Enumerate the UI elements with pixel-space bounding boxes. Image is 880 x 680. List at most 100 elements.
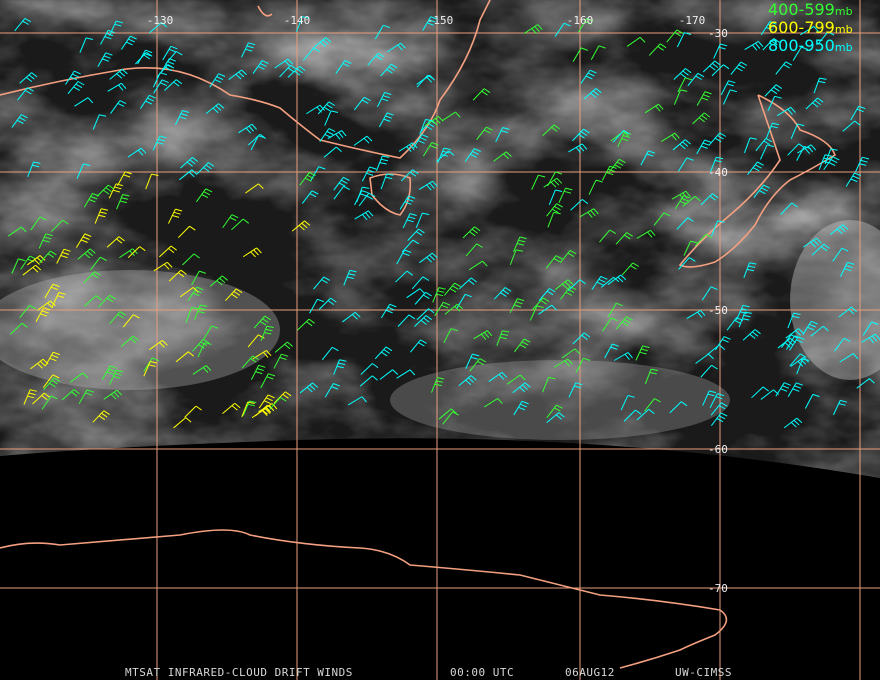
wind-barb bbox=[824, 148, 838, 165]
wind-barb bbox=[720, 80, 736, 96]
wind-barb bbox=[299, 172, 316, 186]
wind-barb bbox=[367, 52, 385, 66]
wind-barb bbox=[579, 208, 599, 218]
wind-barb bbox=[153, 261, 173, 272]
footer-date: 06AUG12 bbox=[565, 666, 615, 679]
wind-barb bbox=[483, 397, 503, 408]
wind-barb bbox=[375, 155, 390, 172]
wind-barb bbox=[241, 401, 255, 418]
wind-barb bbox=[671, 190, 691, 201]
wind-barb bbox=[554, 22, 571, 37]
wind-barb bbox=[106, 236, 125, 248]
wind-barb bbox=[790, 123, 805, 139]
wind-barb bbox=[407, 228, 425, 241]
wind-barb bbox=[410, 339, 427, 353]
wind-barb bbox=[572, 47, 588, 62]
wind-barb bbox=[160, 58, 177, 73]
wind-barb bbox=[803, 237, 822, 248]
wind-barb bbox=[607, 302, 623, 318]
wind-barb bbox=[600, 276, 620, 288]
wind-barb bbox=[153, 79, 169, 94]
wind-barb bbox=[673, 89, 688, 105]
wind-barb bbox=[242, 400, 257, 416]
wind-barb bbox=[775, 382, 791, 397]
wind-barb bbox=[464, 148, 481, 162]
wind-barb bbox=[386, 42, 406, 53]
wind-barb bbox=[419, 119, 433, 135]
wind-barb bbox=[547, 211, 561, 228]
wind-barb bbox=[174, 110, 190, 126]
lat-label: -70 bbox=[708, 582, 728, 595]
wind-barb bbox=[653, 212, 671, 226]
wind-barb bbox=[335, 60, 352, 74]
wind-barb bbox=[832, 247, 849, 262]
wind-barb bbox=[209, 275, 228, 287]
wind-barb bbox=[222, 402, 241, 415]
wind-barb bbox=[532, 297, 550, 311]
wind-barb bbox=[30, 358, 49, 370]
wind-barb bbox=[23, 389, 38, 405]
wind-barb bbox=[361, 166, 377, 182]
wind-barb bbox=[61, 389, 80, 401]
wind-barb bbox=[666, 29, 684, 43]
footer-source: UW-CIMSS bbox=[675, 666, 732, 679]
footer: MTSAT INFRARED-CLOUD DRIFT WINDS 00:00 U… bbox=[125, 666, 732, 679]
wind-barb bbox=[760, 389, 779, 400]
wind-barb bbox=[607, 274, 627, 285]
wind-barb bbox=[800, 25, 819, 36]
wind-barb bbox=[493, 151, 512, 162]
wind-barb bbox=[333, 176, 350, 191]
wind-barb bbox=[760, 21, 777, 36]
wind-barb bbox=[92, 114, 107, 130]
wind-barb bbox=[90, 256, 107, 271]
wind-barb bbox=[676, 32, 692, 48]
wind-barb bbox=[602, 317, 618, 332]
wind-barb bbox=[436, 150, 455, 162]
wind-barb bbox=[252, 60, 269, 75]
wind-barb bbox=[269, 396, 287, 410]
wind-barb bbox=[644, 398, 661, 412]
wind-barb bbox=[438, 408, 457, 420]
wind-barb bbox=[599, 229, 617, 243]
wind-barb bbox=[444, 303, 463, 315]
wind-barb bbox=[101, 365, 117, 380]
wind-barb bbox=[109, 311, 127, 325]
wind-barb bbox=[247, 133, 267, 146]
wind-barb bbox=[796, 358, 810, 375]
wind-barb bbox=[636, 408, 655, 421]
wind-barb bbox=[509, 298, 525, 314]
wind-barb bbox=[306, 104, 325, 115]
wind-barb bbox=[443, 282, 461, 296]
wind-barb bbox=[493, 287, 512, 300]
legend-unit: mb bbox=[835, 23, 853, 36]
wind-barb bbox=[742, 329, 761, 341]
wind-barb bbox=[635, 345, 650, 361]
wind-barb bbox=[711, 64, 730, 77]
wind-barb bbox=[241, 355, 259, 369]
wind-barb bbox=[203, 325, 219, 340]
wind-barb bbox=[612, 129, 630, 143]
wind-barb bbox=[196, 188, 213, 203]
wind-barb bbox=[402, 213, 417, 229]
wind-barb bbox=[559, 249, 577, 264]
wind-barb bbox=[297, 318, 315, 331]
wind-barb bbox=[546, 412, 565, 424]
wind-barb bbox=[558, 187, 573, 203]
wind-barb bbox=[683, 240, 698, 256]
wind-barb bbox=[780, 202, 798, 215]
wind-barb bbox=[299, 382, 319, 394]
wind-barb bbox=[700, 364, 718, 378]
wind-barb bbox=[241, 42, 256, 58]
wind-barb bbox=[94, 208, 109, 224]
wind-barb bbox=[861, 333, 880, 344]
wind-barb bbox=[97, 52, 113, 67]
wind-barb bbox=[83, 271, 101, 284]
wind-barb bbox=[296, 16, 310, 32]
wind-barb bbox=[648, 43, 667, 56]
coastlines bbox=[0, 0, 836, 669]
lon-label: -150 bbox=[427, 14, 454, 27]
wind-barb bbox=[473, 330, 493, 340]
wind-barb bbox=[709, 156, 724, 173]
wind-barb bbox=[621, 262, 640, 276]
